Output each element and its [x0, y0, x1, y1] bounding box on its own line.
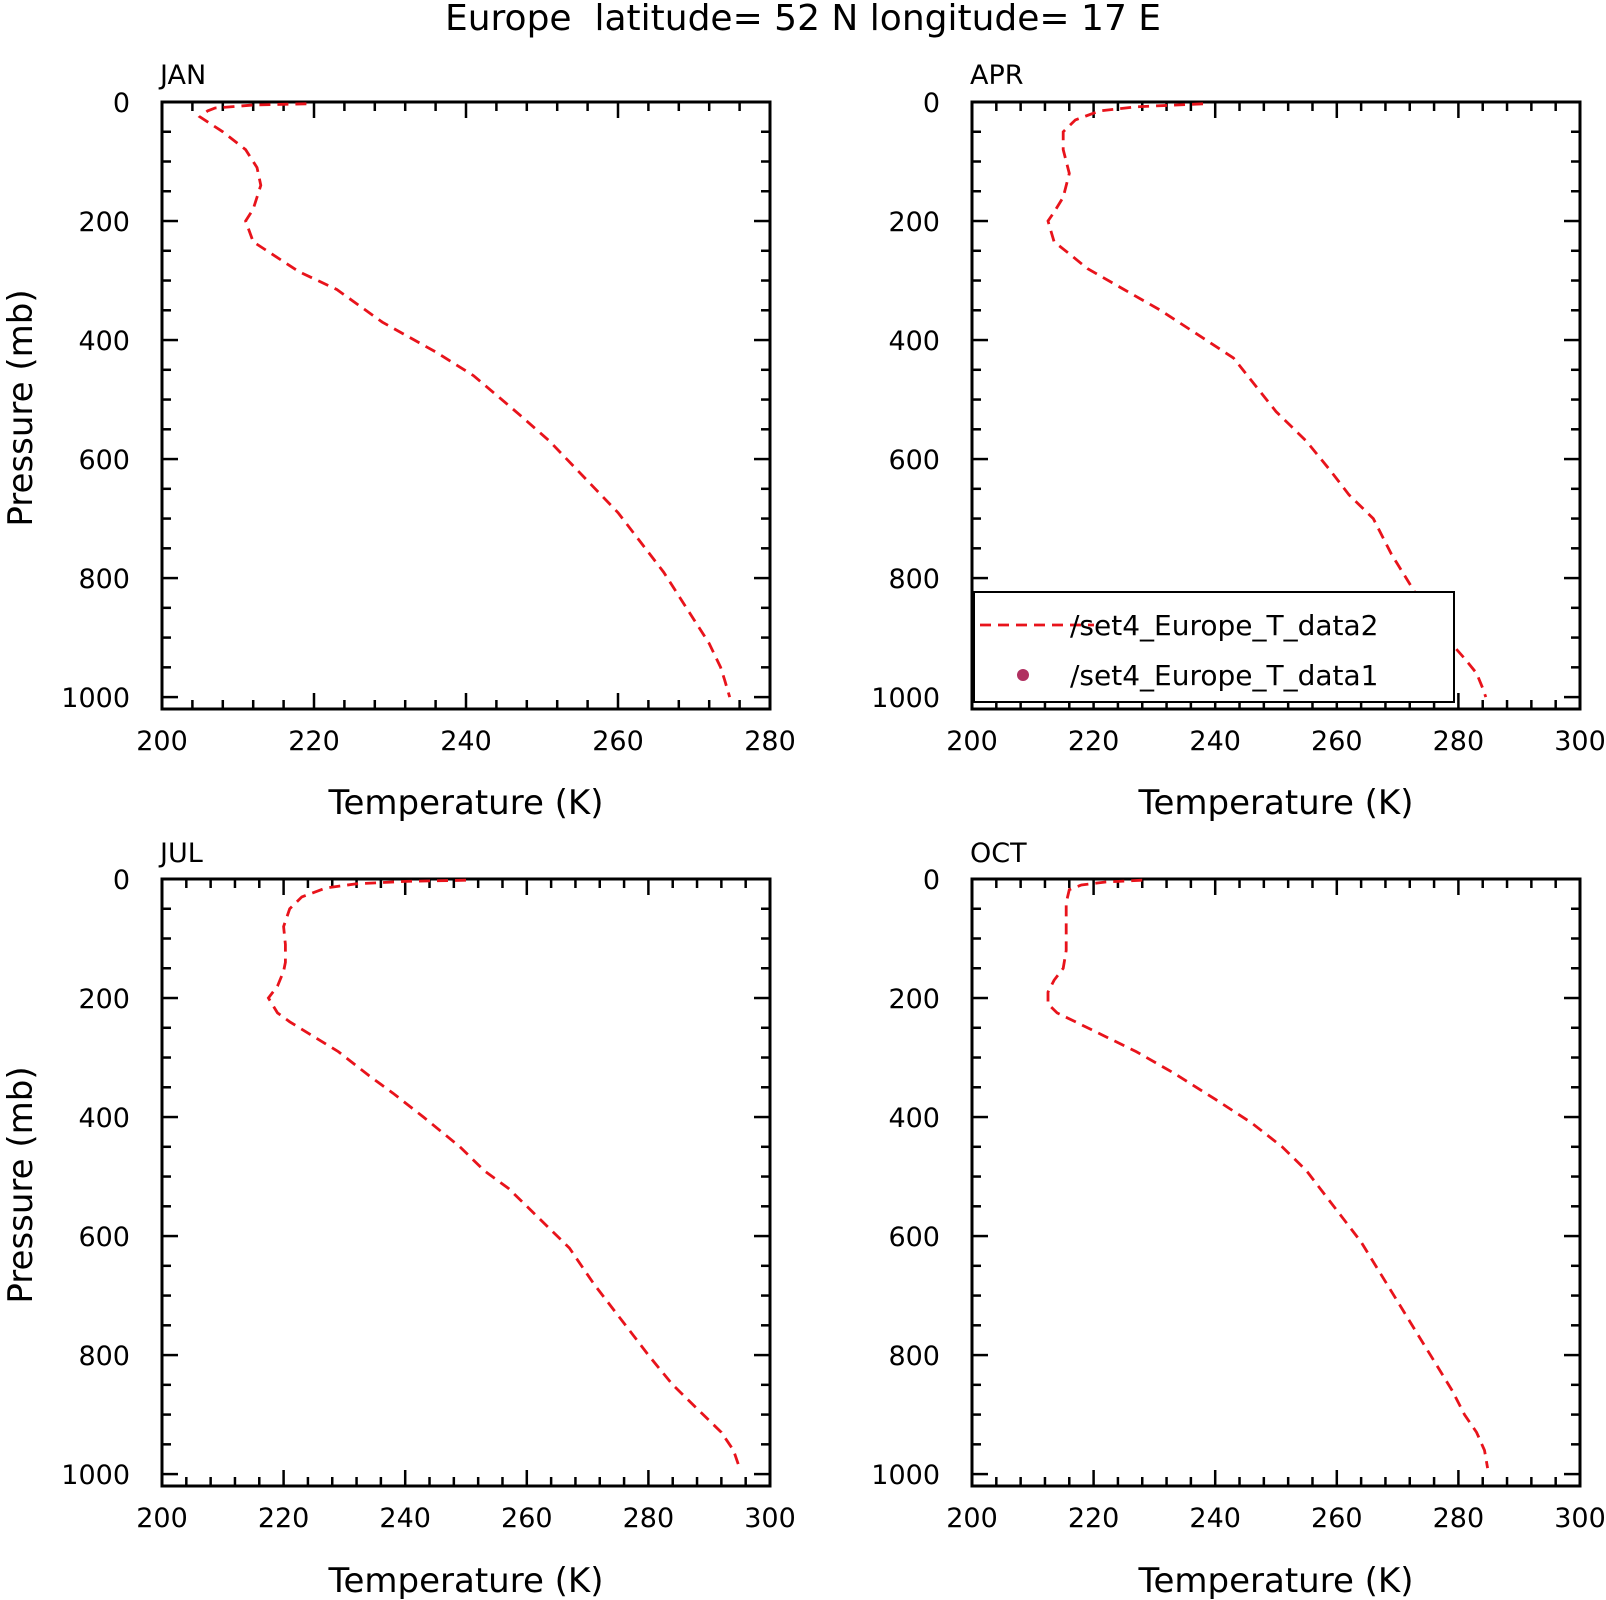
x-tick-label-apr: 280 [1433, 726, 1485, 757]
x-tick-label-apr: 300 [1554, 726, 1606, 757]
legend-box [973, 591, 1455, 703]
y-tick-label-oct: 200 [888, 984, 940, 1015]
y-tick-label-jan: 600 [78, 445, 130, 476]
x-tick-label-jan: 200 [136, 726, 188, 757]
y-tick-label-jul: 400 [78, 1103, 130, 1134]
panel-title-jan: JAN [158, 60, 206, 91]
y-tick-label-oct: 1000 [871, 1460, 940, 1491]
x-tick-label-oct: 280 [1433, 1503, 1485, 1534]
x-tick-label-oct: 240 [1189, 1503, 1241, 1534]
plot-frame-jul [160, 877, 772, 1488]
panel-jan: JAN Temperature (K) Pressure (mb) 200 220… [1, 60, 796, 823]
legend-label: /set4_Europe_T_data2 [1070, 609, 1379, 642]
x-tick-label-jul: 220 [258, 1503, 310, 1534]
plot-frame-jan [160, 100, 772, 711]
series-line-jan [197, 102, 732, 698]
x-tick-label-jul: 260 [501, 1503, 553, 1534]
y-tick-label-oct: 800 [888, 1341, 940, 1372]
y-tick-label-jan: 0 [113, 88, 130, 119]
x-tick-label-oct: 200 [946, 1503, 998, 1534]
x-tick-label-jul: 280 [623, 1503, 675, 1534]
x-tick-label-oct: 260 [1311, 1503, 1363, 1534]
legend-swatch-dot [1017, 669, 1029, 681]
x-axis-label-jan: Temperature (K) [327, 783, 603, 823]
x-tick-label-jul: 240 [379, 1503, 431, 1534]
x-tick-label-oct: 300 [1554, 1503, 1606, 1534]
y-tick-label-jul: 0 [113, 865, 130, 896]
legend-label: /set4_Europe_T_data1 [1070, 659, 1379, 692]
ticks-apr: 200 220 240 260 280 300 0 200 400 600 800 1000 [871, 88, 1605, 757]
x-axis-label-apr: Temperature (K) [1137, 783, 1413, 823]
ticks-jan: 200 220 240 260 280 0 200 400 600 800 1000 [61, 88, 795, 757]
panel-title-oct: OCT [970, 838, 1027, 869]
plot-area-jan [160, 100, 772, 711]
y-tick-label-apr: 200 [888, 207, 940, 238]
y-tick-label-oct: 600 [888, 1222, 940, 1253]
plot-area-jul [160, 877, 772, 1488]
plot-area-oct [970, 877, 1582, 1488]
y-tick-label-jul: 600 [78, 1222, 130, 1253]
y-tick-label-apr: 0 [923, 88, 940, 119]
y-tick-label-oct: 400 [888, 1103, 940, 1134]
y-tick-label-jan: 1000 [61, 683, 130, 714]
x-tick-label-jan: 260 [592, 726, 644, 757]
y-tick-label-jan: 400 [78, 326, 130, 357]
y-tick-label-jan: 800 [78, 564, 130, 595]
y-tick-label-apr: 1000 [871, 683, 940, 714]
y-tick-label-jul: 800 [78, 1341, 130, 1372]
x-tick-label-apr: 260 [1311, 726, 1363, 757]
x-tick-label-jan: 220 [288, 726, 340, 757]
plot-frame-oct [970, 877, 1582, 1488]
series-line-oct [1046, 878, 1489, 1469]
ticks-oct: 200 220 240 260 280 300 0 200 400 600 800 1000 [871, 865, 1605, 1534]
panel-apr: APR Temperature (K) 200 220 240 260 280 30002… [871, 60, 1605, 823]
x-tick-label-jan: 240 [440, 726, 492, 757]
x-tick-label-apr: 200 [946, 726, 998, 757]
y-tick-label-oct: 0 [923, 865, 940, 896]
x-tick-label-oct: 220 [1068, 1503, 1120, 1534]
plot-area-apr [970, 100, 1582, 711]
y-tick-label-jul: 200 [78, 984, 130, 1015]
legend: /set4_Europe_T_data2/set4_Europe_T_data1 [973, 591, 1455, 703]
panel-title-jul: JUL [158, 838, 203, 869]
y-tick-label-apr: 800 [888, 564, 940, 595]
panel-title-apr: APR [970, 60, 1024, 91]
x-axis-label-jul: Temperature (K) [327, 1561, 603, 1600]
series-line-jul [266, 878, 741, 1469]
figure-title: Europe latitude= 52 N longitude= 17 E [445, 0, 1161, 39]
x-tick-label-apr: 220 [1068, 726, 1120, 757]
panel-jul: JUL Temperature (K) Pressure (mb) 200 220… [1, 838, 796, 1600]
y-tick-label-jan: 200 [78, 207, 130, 238]
x-tick-label-jan: 280 [744, 726, 796, 757]
y-axis-label-jul: Pressure (mb) [1, 1066, 41, 1303]
ticks-jul: 200 220 240 260 280 300 0 200 400 600 800 1000 [61, 865, 795, 1534]
x-tick-label-jul: 200 [136, 1503, 188, 1534]
y-tick-label-jul: 1000 [61, 1460, 130, 1491]
x-axis-label-oct: Temperature (K) [1137, 1561, 1413, 1600]
x-tick-label-jul: 300 [744, 1503, 796, 1534]
plot-frame-apr [970, 100, 1582, 711]
y-tick-label-apr: 600 [888, 445, 940, 476]
y-axis-label-jan: Pressure (mb) [1, 289, 41, 526]
y-tick-label-apr: 400 [888, 326, 940, 357]
x-tick-label-apr: 240 [1189, 726, 1241, 757]
panel-oct: OCT Temperature (K) 200 220 240 260 280 30002… [871, 838, 1605, 1600]
